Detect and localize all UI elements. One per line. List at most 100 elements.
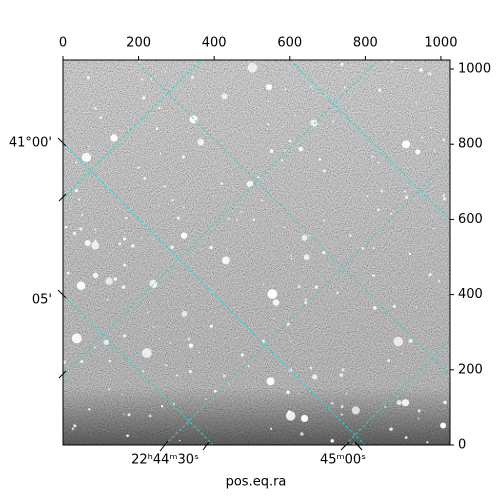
star (76, 281, 86, 290)
star (137, 166, 140, 169)
star (281, 126, 284, 128)
star (71, 333, 82, 344)
star (73, 231, 77, 235)
star (155, 127, 159, 130)
star (209, 245, 213, 250)
star (417, 409, 421, 413)
star (300, 414, 309, 423)
star (149, 279, 158, 288)
star (99, 116, 103, 119)
star (303, 254, 310, 261)
star (94, 228, 97, 231)
star (88, 407, 91, 411)
star (146, 311, 149, 314)
star (272, 317, 275, 319)
star (304, 298, 307, 301)
star (372, 274, 375, 277)
star (121, 285, 126, 289)
x-axis-label: pos.eq.ra (226, 475, 287, 490)
star (297, 285, 301, 289)
y-tick-label: 0 (458, 438, 466, 453)
star (267, 123, 270, 126)
star (221, 256, 230, 265)
star (419, 68, 423, 72)
star (294, 114, 296, 116)
star (63, 360, 66, 365)
star (105, 277, 113, 285)
ra-tick-label: 22ʰ44ᵐ30ˢ (131, 453, 199, 468)
star (142, 370, 145, 373)
star (361, 247, 364, 250)
star (341, 368, 345, 372)
star (298, 146, 304, 152)
star (235, 337, 238, 339)
star (94, 107, 97, 110)
star (187, 131, 189, 133)
star (421, 136, 424, 139)
star (108, 388, 111, 391)
star (141, 237, 143, 239)
star (189, 115, 198, 124)
star (442, 197, 446, 201)
dec-tick-label: 05' (32, 293, 52, 308)
star (309, 85, 312, 88)
star (389, 427, 393, 431)
star (404, 195, 409, 199)
star (415, 101, 418, 104)
star (401, 399, 410, 407)
star (110, 134, 118, 142)
star (152, 325, 154, 328)
star (126, 434, 129, 438)
star (284, 88, 287, 91)
star (378, 88, 382, 92)
star (340, 62, 344, 66)
x-tick-label: 800 (353, 36, 378, 51)
star (426, 441, 429, 444)
star (312, 374, 318, 380)
wcs-tick (57, 289, 67, 299)
x-tick-label: 1000 (424, 36, 457, 51)
star (280, 159, 283, 162)
star (172, 402, 176, 406)
star (81, 152, 92, 162)
star (309, 366, 313, 370)
y-tick-label: 400 (458, 287, 483, 302)
star (160, 405, 164, 408)
star (247, 62, 258, 73)
star (404, 67, 407, 70)
star (343, 86, 346, 89)
y-tick-label: 600 (458, 212, 483, 227)
star (164, 70, 167, 73)
star (143, 176, 147, 180)
star (318, 158, 322, 161)
star (323, 219, 326, 222)
star (310, 119, 318, 127)
star (314, 285, 318, 289)
star (69, 207, 71, 209)
wcs-tick (57, 137, 67, 147)
star (113, 277, 118, 281)
wcs-tick (202, 441, 210, 451)
x-tick-label: 200 (126, 36, 151, 51)
star (124, 216, 128, 220)
star (272, 299, 280, 306)
star (366, 195, 369, 198)
star (103, 339, 110, 345)
star (123, 263, 126, 267)
frame (62, 59, 451, 446)
star (390, 60, 394, 63)
star (408, 338, 413, 344)
star (123, 237, 127, 241)
star (152, 238, 155, 240)
star (71, 427, 75, 430)
star (66, 271, 70, 275)
grid-line (63, 60, 202, 199)
star (222, 374, 226, 378)
star (121, 394, 123, 396)
star (197, 138, 205, 146)
star (265, 84, 273, 91)
grid-line (63, 60, 379, 376)
star (284, 149, 287, 152)
star (204, 398, 207, 400)
star (345, 392, 348, 395)
